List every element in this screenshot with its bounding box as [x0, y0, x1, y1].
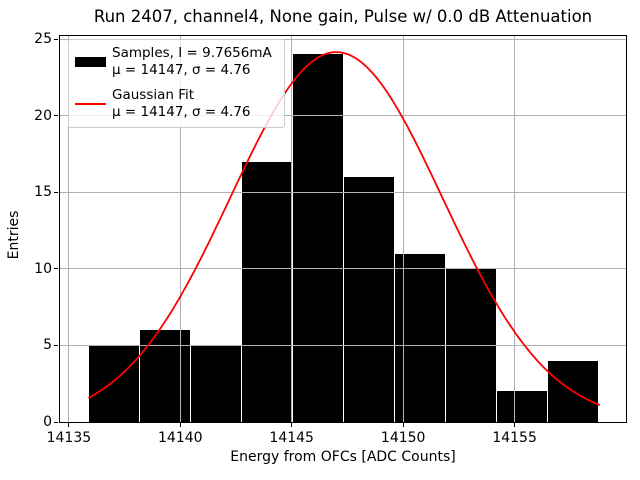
- gridline-horizontal: [60, 38, 626, 40]
- legend-samples-stats: μ = 14147, σ = 4.76: [112, 62, 251, 78]
- x-axis-label: Energy from OFCs [ADC Counts]: [230, 449, 456, 465]
- y-tick-label: 20: [34, 107, 52, 124]
- y-tick-mark: [54, 344, 58, 346]
- legend-fit-label: Gaussian Fit: [112, 87, 195, 103]
- legend-swatch-box: [75, 57, 106, 67]
- gridline-vertical: [402, 36, 404, 422]
- legend-samples-label: Samples, I = 9.7656mA: [112, 45, 272, 61]
- legend-fit-text: Gaussian Fit μ = 14147, σ = 4.76: [112, 87, 251, 121]
- y-tick-label: 25: [34, 31, 52, 48]
- y-tick-label: 15: [34, 184, 52, 201]
- gridline-vertical: [179, 36, 181, 422]
- x-tick-mark: [402, 423, 404, 427]
- x-tick-mark: [179, 423, 181, 427]
- y-tick-mark: [54, 421, 58, 423]
- x-tick-mark: [514, 423, 516, 427]
- y-tick-mark: [54, 191, 58, 193]
- histogram-bar: [89, 345, 139, 422]
- legend: Samples, I = 9.7656mA μ = 14147, σ = 4.7…: [68, 39, 285, 128]
- y-axis-label: Entries: [6, 210, 22, 260]
- y-tick-mark: [54, 115, 58, 117]
- x-tick-label: 14135: [46, 430, 92, 446]
- y-tick-label: 0: [43, 414, 52, 430]
- y-tick-mark: [54, 38, 58, 40]
- x-tick-mark: [291, 423, 293, 427]
- legend-swatch-box: [75, 103, 106, 105]
- histogram-bar: [191, 345, 241, 422]
- histogram-bar: [242, 161, 293, 422]
- histogram-bar: [344, 176, 395, 422]
- x-tick-label: 14150: [380, 430, 426, 446]
- gridline-horizontal: [60, 268, 626, 270]
- gridline-horizontal: [60, 115, 626, 117]
- gridline-horizontal: [60, 191, 626, 193]
- histogram-bar: [497, 391, 548, 422]
- grid-layer: [60, 36, 626, 422]
- x-tick-label: 14140: [158, 430, 203, 446]
- x-tick-mark: [68, 423, 70, 427]
- y-tick-label: 5: [43, 337, 52, 354]
- gridline-horizontal: [60, 344, 626, 346]
- x-tick-label: 14155: [492, 430, 537, 446]
- gaussian-fit-curve: [88, 51, 601, 406]
- legend-fit-stats: μ = 14147, σ = 4.76: [112, 104, 251, 120]
- black-patch-icon: [75, 57, 106, 67]
- red-line-icon: [75, 103, 106, 105]
- legend-entry-gaussian-fit: Gaussian Fit μ = 14147, σ = 4.76: [75, 87, 280, 121]
- legend-samples-text: Samples, I = 9.7656mA μ = 14147, σ = 4.7…: [112, 45, 272, 79]
- chart-title: Run 2407, channel4, None gain, Pulse w/ …: [93, 7, 593, 26]
- gridline-vertical: [514, 36, 516, 422]
- x-tick-label: 14145: [269, 430, 314, 446]
- y-tick-label: 10: [34, 260, 52, 277]
- y-tick-mark: [54, 268, 58, 270]
- gaussian-fit-path: [88, 51, 601, 406]
- gridline-vertical: [68, 36, 70, 422]
- legend-entry-samples: Samples, I = 9.7656mA μ = 14147, σ = 4.7…: [75, 45, 280, 79]
- plot-area: Samples, I = 9.7656mA μ = 14147, σ = 4.7…: [59, 35, 627, 423]
- gridline-vertical: [291, 36, 293, 422]
